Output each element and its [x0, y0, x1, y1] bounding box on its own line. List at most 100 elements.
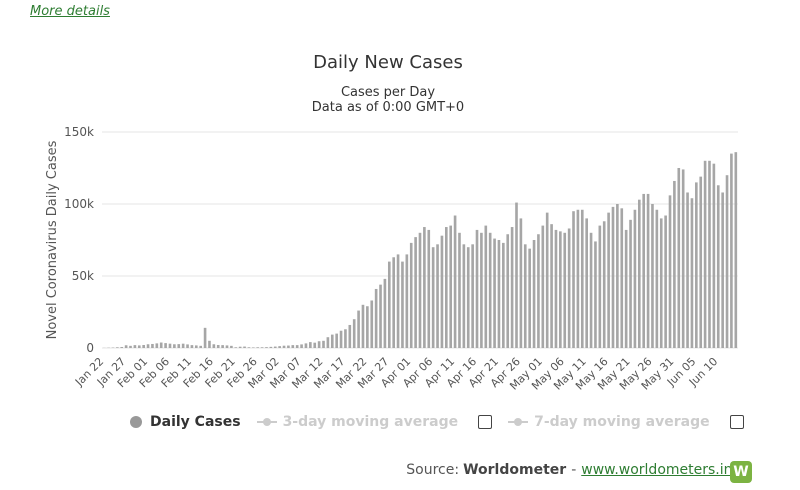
bar[interactable]	[510, 227, 514, 348]
bar[interactable]	[366, 306, 369, 348]
bar[interactable]	[506, 234, 510, 348]
bar[interactable]	[458, 232, 461, 348]
bar[interactable]	[291, 345, 295, 348]
ma3-checkbox[interactable]	[478, 415, 493, 429]
bar[interactable]	[642, 193, 646, 348]
bar[interactable]	[664, 215, 667, 348]
bar[interactable]	[646, 193, 650, 348]
bar[interactable]	[497, 240, 501, 348]
bar[interactable]	[243, 346, 246, 348]
bar[interactable]	[528, 248, 531, 348]
bar[interactable]	[712, 163, 716, 348]
bar[interactable]	[532, 240, 536, 348]
bar[interactable]	[177, 344, 181, 348]
bar[interactable]	[247, 347, 251, 348]
source-url-link[interactable]: www.worldometers.info	[581, 462, 746, 478]
bar[interactable]	[137, 345, 141, 348]
bar[interactable]	[523, 244, 527, 348]
bar[interactable]	[383, 278, 387, 348]
bar[interactable]	[436, 244, 439, 348]
bar[interactable]	[357, 310, 360, 348]
bar[interactable]	[203, 327, 207, 348]
bar[interactable]	[655, 209, 659, 348]
bar[interactable]	[431, 247, 435, 348]
bar[interactable]	[466, 247, 470, 348]
bar[interactable]	[440, 235, 444, 348]
bar[interactable]	[677, 168, 681, 348]
bar[interactable]	[598, 225, 602, 348]
bar[interactable]	[585, 218, 588, 348]
bar[interactable]	[484, 225, 488, 348]
bar[interactable]	[238, 346, 242, 348]
bar[interactable]	[387, 261, 391, 348]
bar[interactable]	[405, 254, 409, 348]
bar[interactable]	[225, 345, 229, 348]
bar[interactable]	[379, 284, 382, 348]
bar[interactable]	[699, 176, 703, 348]
bar[interactable]	[576, 209, 580, 348]
bar[interactable]	[313, 342, 317, 348]
bar[interactable]	[611, 206, 615, 348]
bar[interactable]	[445, 227, 448, 348]
bar[interactable]	[725, 175, 729, 348]
bar[interactable]	[659, 218, 663, 348]
bar[interactable]	[567, 228, 571, 348]
bar[interactable]	[256, 347, 260, 348]
bar[interactable]	[409, 242, 413, 348]
bar[interactable]	[502, 242, 505, 348]
bar[interactable]	[181, 343, 185, 348]
bar[interactable]	[559, 231, 562, 348]
bar[interactable]	[453, 215, 457, 348]
bar[interactable]	[352, 319, 356, 348]
bar[interactable]	[304, 343, 308, 348]
bar[interactable]	[208, 340, 211, 348]
bar[interactable]	[541, 225, 545, 348]
bar[interactable]	[252, 347, 255, 348]
bar[interactable]	[572, 211, 575, 348]
bar[interactable]	[471, 244, 474, 348]
bar[interactable]	[309, 342, 312, 348]
bar[interactable]	[695, 182, 698, 348]
bar[interactable]	[216, 344, 220, 348]
bar[interactable]	[651, 204, 654, 348]
bar[interactable]	[580, 209, 584, 348]
bar[interactable]	[488, 232, 492, 348]
bar[interactable]	[637, 199, 641, 348]
bar[interactable]	[282, 345, 286, 348]
bar[interactable]	[278, 346, 281, 348]
bar[interactable]	[629, 219, 632, 348]
bar[interactable]	[317, 341, 321, 348]
bar[interactable]	[392, 257, 395, 348]
bar[interactable]	[716, 185, 720, 348]
bar[interactable]	[335, 333, 338, 348]
bar[interactable]	[734, 152, 738, 348]
bar[interactable]	[374, 288, 378, 348]
bar[interactable]	[493, 238, 496, 348]
bar[interactable]	[221, 345, 224, 348]
bar[interactable]	[142, 344, 145, 348]
bar[interactable]	[668, 195, 672, 348]
bar[interactable]	[133, 345, 137, 348]
bar[interactable]	[322, 340, 325, 348]
bar[interactable]	[730, 153, 733, 348]
bar[interactable]	[124, 345, 128, 348]
bar[interactable]	[537, 234, 540, 348]
bar[interactable]	[230, 345, 233, 348]
bar[interactable]	[594, 241, 597, 348]
bar[interactable]	[344, 329, 347, 348]
legend-daily-cases[interactable]: Daily Cases	[130, 414, 241, 430]
bar[interactable]	[151, 343, 154, 348]
bar[interactable]	[686, 192, 689, 348]
bar[interactable]	[194, 345, 198, 348]
bar[interactable]	[607, 212, 610, 348]
bar[interactable]	[370, 300, 374, 348]
bar[interactable]	[234, 347, 238, 348]
bar[interactable]	[427, 229, 431, 348]
bar[interactable]	[515, 202, 518, 348]
bar[interactable]	[624, 229, 628, 348]
bar[interactable]	[287, 345, 290, 348]
bar[interactable]	[339, 330, 343, 348]
bar[interactable]	[673, 180, 676, 348]
bar[interactable]	[116, 347, 119, 348]
bar[interactable]	[616, 204, 619, 348]
